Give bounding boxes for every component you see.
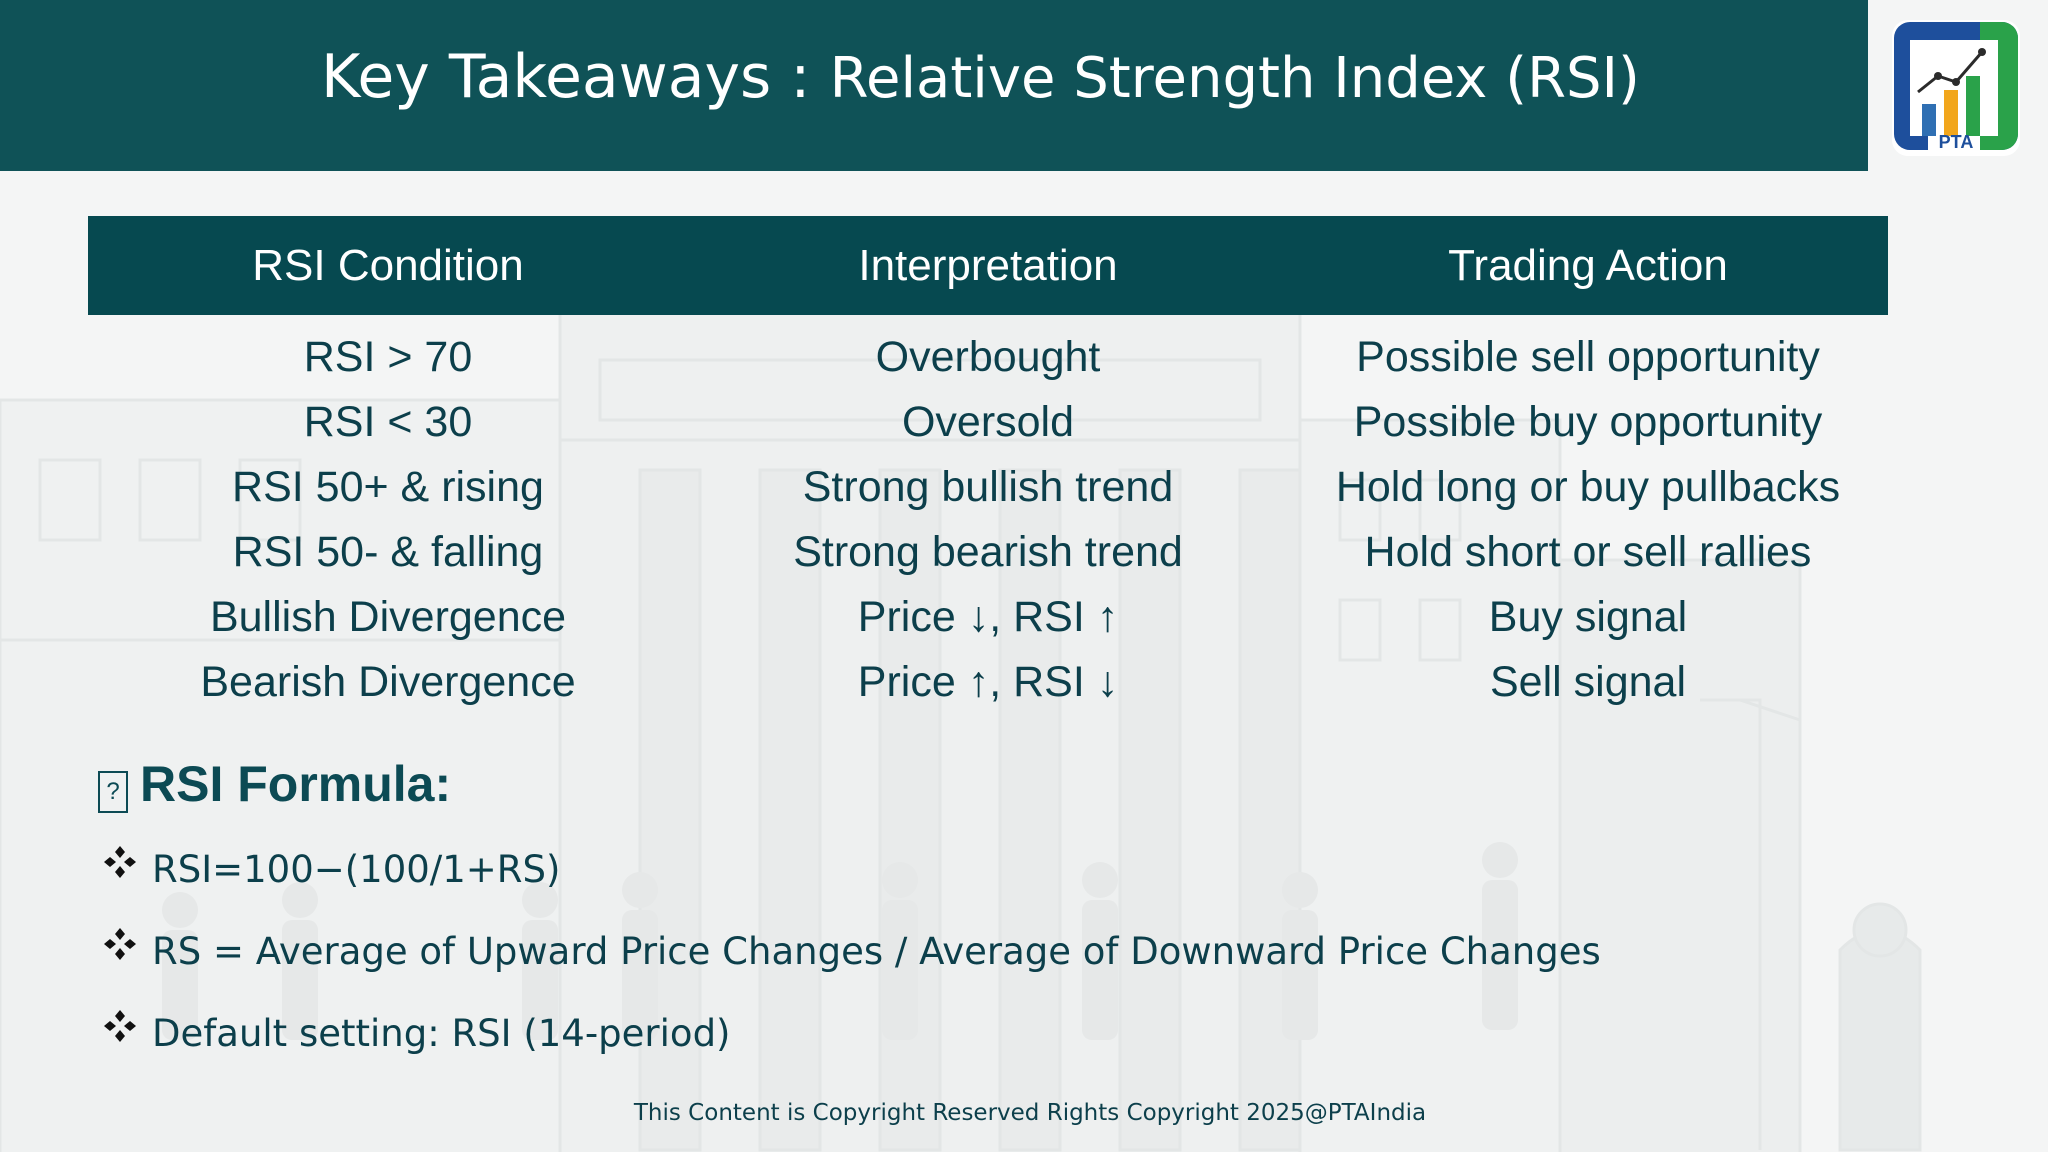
table-row: Bearish Divergence Price ↑, RSI ↓ Sell s… <box>88 650 1888 715</box>
diamond-bullet-icon <box>104 1009 136 1042</box>
diamond-bullet-icon <box>104 845 136 878</box>
logo-text: PTA <box>1938 132 1974 152</box>
diamond-bullet-icon <box>104 927 136 960</box>
cell-trading-action: Hold long or buy pullbacks <box>1335 463 1841 511</box>
formula-bullet-text: Default setting: RSI (14-period) <box>152 1012 731 1055</box>
table-body: RSI > 70 Overbought Possible sell opport… <box>88 315 1888 715</box>
cell-trading-action: Buy signal <box>1488 593 1688 641</box>
title-bar: Key Takeaways : Relative Strength Index … <box>0 0 1868 171</box>
formula-heading-text: RSI Formula: <box>140 756 452 812</box>
table-row: Bullish Divergence Price ↓, RSI ↑ Buy si… <box>88 585 1888 650</box>
column-header-trading-action: Trading Action <box>1448 240 1728 290</box>
cell-interpretation: Strong bullish trend <box>802 463 1174 511</box>
list-item: Default setting: RSI (14-period) <box>102 1009 731 1055</box>
pta-logo: PTA <box>1890 18 2022 158</box>
table-row: RSI 50+ & rising Strong bullish trend Ho… <box>88 455 1888 520</box>
cell-rsi-condition: Bearish Divergence <box>200 658 576 706</box>
formula-bullet-text: RSI=100−(100/1+RS) <box>152 848 561 891</box>
rsi-table: RSI Condition Interpretation Trading Act… <box>88 216 1888 715</box>
table-row: RSI 50- & falling Strong bearish trend H… <box>88 520 1888 585</box>
list-item: RS = Average of Upward Price Changes / A… <box>102 927 1601 973</box>
cell-interpretation: Overbought <box>875 333 1101 381</box>
title-main: Key Takeaways <box>321 42 772 112</box>
cell-rsi-condition: RSI > 70 <box>303 333 473 381</box>
title-separator: : <box>771 42 830 112</box>
table-header-row: RSI Condition Interpretation Trading Act… <box>88 216 1888 315</box>
table-row: RSI > 70 Overbought Possible sell opport… <box>88 325 1888 390</box>
missing-glyph-icon: ? <box>98 771 128 813</box>
bar-chart-trend-logo-icon <box>1892 20 2020 156</box>
cell-rsi-condition: RSI 50+ & rising <box>232 463 544 511</box>
table-row: RSI < 30 Oversold Possible buy opportuni… <box>88 390 1888 455</box>
cell-rsi-condition: Bullish Divergence <box>209 593 567 641</box>
column-header-rsi-condition: RSI Condition <box>252 240 524 290</box>
formula-heading: ? RSI Formula: <box>98 755 451 813</box>
cell-trading-action: Possible buy opportunity <box>1353 398 1823 446</box>
cell-trading-action: Possible sell opportunity <box>1356 333 1820 381</box>
column-header-interpretation: Interpretation <box>858 240 1118 290</box>
cell-interpretation: Price ↑, RSI ↓ <box>857 658 1119 706</box>
cell-interpretation: Strong bearish trend <box>793 528 1183 576</box>
formula-bullet-text: RS = Average of Upward Price Changes / A… <box>152 930 1601 973</box>
cell-interpretation: Price ↓, RSI ↑ <box>857 593 1119 641</box>
cell-rsi-condition: RSI < 30 <box>303 398 473 446</box>
cell-trading-action: Sell signal <box>1490 658 1686 706</box>
copyright-footer: This Content is Copyright Reserved Right… <box>633 1100 1427 1126</box>
title-subtitle: Relative Strength Index (RSI) <box>829 46 1640 111</box>
cell-interpretation: Oversold <box>901 398 1075 446</box>
cell-rsi-condition: RSI 50- & falling <box>232 528 544 576</box>
page-title: Key Takeaways : Relative Strength Index … <box>321 42 1640 112</box>
list-item: RSI=100−(100/1+RS) <box>102 845 561 891</box>
cell-trading-action: Hold short or sell rallies <box>1364 528 1812 576</box>
